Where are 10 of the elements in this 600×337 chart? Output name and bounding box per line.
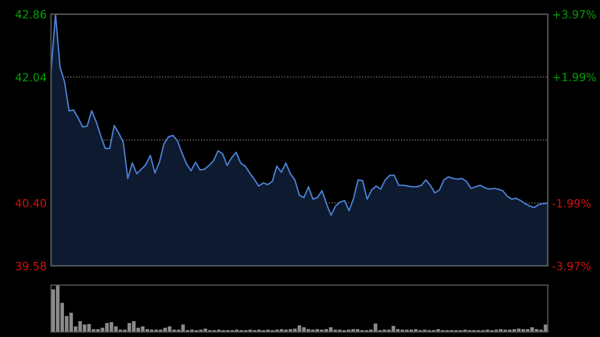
bar bbox=[51, 289, 56, 332]
y2-tick-label: +3.97% bbox=[553, 10, 596, 19]
y2-tick-label: -1.99% bbox=[552, 199, 591, 208]
y-tick-label: 42.86 bbox=[16, 10, 46, 19]
y-tick-label: 40.40 bbox=[16, 198, 46, 208]
y2-tick-label: +1.99% bbox=[553, 72, 596, 82]
y-tick-label: 39.58 bbox=[16, 262, 46, 270]
y2-tick-label: -3.97% bbox=[552, 262, 591, 270]
y-tick-label: 42.04 bbox=[16, 73, 46, 82]
bar bbox=[56, 285, 60, 332]
